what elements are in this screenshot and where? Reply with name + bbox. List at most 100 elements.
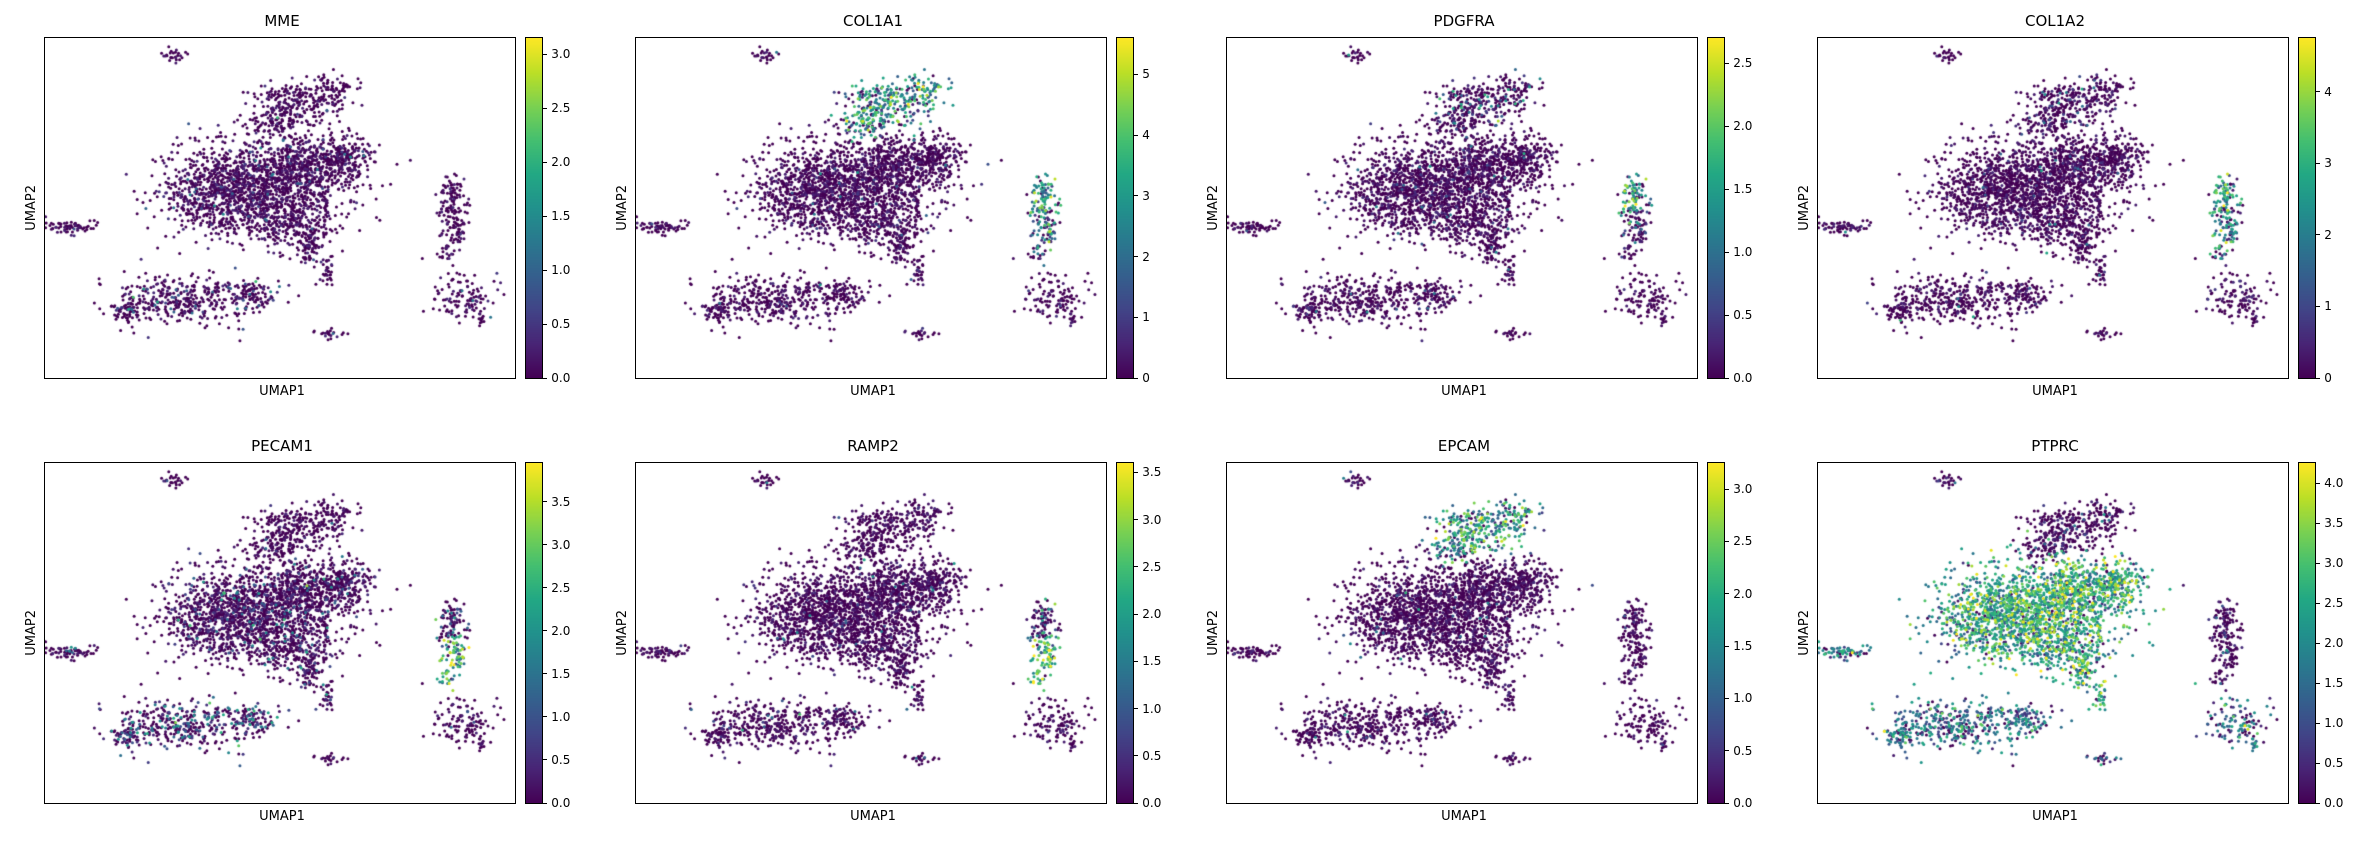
y-axis-label: UMAP2 — [614, 610, 630, 656]
colorbar-tick-label: 3 — [1142, 188, 1150, 203]
colorbar-ticks: 0 1 2 3 4 — [2316, 38, 2366, 385]
umap-panel: PTPRC UMAP2 0.0 0.5 1.0 1.5 2.0 2.5 3.0 3.5 4.0 … — [1773, 425, 2364, 850]
umap-panel: RAMP2 UMAP2 0.0 0.5 1.0 1.5 2.0 2.5 3.0 3.5 UMA… — [591, 425, 1182, 850]
colorbar-tick-label: 1.5 — [551, 666, 571, 681]
colorbar-tick-mark — [543, 501, 548, 503]
colorbar-tick-mark — [1725, 251, 1730, 253]
colorbar-wrap: 0.0 0.5 1.0 1.5 2.0 2.5 3.0 3.5 4.0 — [2298, 462, 2366, 810]
colorbar-tick-mark — [1134, 316, 1139, 318]
colorbar-tick-label: 4 — [1142, 128, 1150, 143]
colorbar-wrap: 0.0 0.5 1.0 1.5 2.0 2.5 3.0 — [525, 37, 591, 385]
colorbar-tick-mark — [1725, 377, 1730, 379]
colorbar-tick-label: 3.5 — [1142, 465, 1162, 480]
colorbar-tick-label: 3.5 — [551, 494, 571, 509]
colorbar-tick-mark — [1134, 613, 1139, 615]
colorbar-tick-label: 3.0 — [1142, 512, 1162, 527]
colorbar-tick-mark — [2316, 722, 2321, 724]
colorbar-tick-label: 0.0 — [1733, 796, 1753, 810]
y-axis-label: UMAP2 — [1796, 610, 1812, 656]
colorbar-tick-mark — [1134, 377, 1139, 379]
colorbar-tick-label: 2.5 — [1733, 56, 1753, 71]
y-axis-label-column: UMAP2 — [609, 37, 635, 379]
colorbar-tick-mark — [1134, 802, 1139, 804]
plot-row: UMAP2 0.0 0.5 1.0 1.5 2.0 2.5 3.0 — [1200, 462, 1773, 810]
colorbar-ticks: 0.0 0.5 1.0 1.5 2.0 2.5 3.0 3.5 — [543, 463, 593, 810]
x-axis-label: UMAP1 — [850, 809, 896, 824]
colorbar-tick-label: 2 — [1142, 249, 1150, 264]
colorbar-tick-label: 0.5 — [1142, 748, 1162, 763]
colorbar-gradient — [1116, 37, 1135, 379]
colorbar-tick-mark — [1725, 593, 1730, 595]
colorbar-tick-mark — [2316, 377, 2321, 379]
plot-row: UMAP2 0.0 0.5 1.0 1.5 2.0 2.5 3.0 3.5 — [609, 462, 1182, 810]
colorbar-tick-label: 4 — [2324, 84, 2332, 99]
colorbar-tick-label: 1.0 — [1733, 245, 1753, 260]
colorbar-tick-label: 2.0 — [2324, 636, 2344, 650]
colorbar-tick-label: 3.0 — [2324, 556, 2344, 570]
colorbar-tick-mark — [1725, 750, 1730, 752]
colorbar-tick-mark — [543, 323, 548, 325]
colorbar-tick-mark — [543, 161, 548, 163]
panel-title: EPCAM — [1437, 437, 1491, 455]
colorbar-tick-mark — [543, 759, 548, 761]
colorbar-tick-label: 2.5 — [551, 580, 571, 595]
colorbar-gradient — [2298, 462, 2317, 804]
colorbar-tick-mark — [1725, 645, 1730, 647]
colorbar-tick-label: 0.5 — [551, 317, 571, 332]
colorbar-tick-label: 2.5 — [2324, 596, 2344, 610]
plot-row: UMAP2 0.0 0.5 1.0 1.5 2.0 2.5 3.0 3.5 4.0 — [1791, 462, 2366, 810]
y-axis-label-column: UMAP2 — [1791, 462, 1817, 804]
colorbar-tick-label: 1.5 — [1733, 182, 1753, 197]
colorbar-tick-label: 4.0 — [2324, 476, 2344, 490]
colorbar-wrap: 0 1 2 3 4 5 — [1116, 37, 1182, 385]
colorbar-tick-label: 0.0 — [551, 371, 571, 385]
colorbar-gradient — [2298, 37, 2317, 379]
colorbar-tick-mark — [543, 544, 548, 546]
colorbar-tick-label: 1.0 — [1733, 691, 1753, 706]
plot-row: UMAP2 0.0 0.5 1.0 1.5 2.0 2.5 3.0 — [18, 37, 591, 385]
colorbar-tick-mark — [2316, 642, 2321, 644]
colorbar-tick-mark — [1134, 519, 1139, 521]
colorbar-tick-label: 1.0 — [1142, 701, 1162, 716]
umap-panel: COL1A2 UMAP2 0 1 2 3 4 UMAP1 — [1773, 0, 2364, 425]
colorbar-tick-label: 2 — [2324, 227, 2332, 242]
plot-row: UMAP2 0.0 0.5 1.0 1.5 2.0 2.5 3.0 3.5 — [18, 462, 593, 810]
colorbar-tick-label: 0.5 — [1733, 308, 1753, 323]
colorbar-ticks: 0.0 0.5 1.0 1.5 2.0 2.5 — [1725, 38, 1775, 385]
colorbar-tick-mark — [1725, 802, 1730, 804]
colorbar-tick-label: 0.0 — [1733, 371, 1753, 385]
colorbar-tick-label: 0.5 — [2324, 756, 2344, 770]
y-axis-label: UMAP2 — [1205, 610, 1221, 656]
umap-scatter-canvas — [1226, 37, 1699, 379]
colorbar-gradient — [525, 462, 544, 804]
colorbar-tick-label: 0 — [1142, 371, 1150, 385]
colorbar-tick-mark — [2316, 762, 2321, 764]
colorbar-tick-mark — [2316, 522, 2321, 524]
x-axis-label: UMAP1 — [1441, 384, 1487, 399]
colorbar-ticks: 0.0 0.5 1.0 1.5 2.0 2.5 3.0 3.5 4.0 — [2316, 463, 2366, 810]
colorbar-tick-label: 0.0 — [551, 796, 571, 810]
colorbar-wrap: 0.0 0.5 1.0 1.5 2.0 2.5 — [1707, 37, 1775, 385]
colorbar-tick-label: 3.0 — [1733, 482, 1753, 497]
plot-row: UMAP2 0 1 2 3 4 — [1791, 37, 2366, 385]
colorbar-tick-label: 2.0 — [551, 155, 571, 170]
colorbar-tick-mark — [543, 107, 548, 109]
umap-scatter-canvas — [44, 37, 517, 379]
colorbar-tick-mark — [543, 630, 548, 632]
colorbar-wrap: 0.0 0.5 1.0 1.5 2.0 2.5 3.0 3.5 — [1116, 462, 1182, 810]
panel-title: PECAM1 — [251, 437, 313, 455]
colorbar-tick-mark — [543, 587, 548, 589]
colorbar-tick-label: 1.0 — [2324, 716, 2344, 730]
umap-scatter-canvas — [44, 462, 517, 804]
y-axis-label: UMAP2 — [23, 610, 39, 656]
colorbar-tick-label: 3.0 — [551, 47, 571, 62]
y-axis-label-column: UMAP2 — [18, 462, 44, 804]
colorbar-tick-mark — [1134, 73, 1139, 75]
colorbar-wrap: 0.0 0.5 1.0 1.5 2.0 2.5 3.0 — [1707, 462, 1773, 810]
colorbar-tick-mark — [1134, 755, 1139, 757]
plot-row: UMAP2 0 1 2 3 4 5 — [609, 37, 1182, 385]
y-axis-label: UMAP2 — [614, 185, 630, 231]
umap-panel: EPCAM UMAP2 0.0 0.5 1.0 1.5 2.0 2.5 3.0 UMAP1 — [1182, 425, 1773, 850]
colorbar-tick-mark — [1725, 488, 1730, 490]
umap-scatter-canvas — [1817, 462, 2290, 804]
